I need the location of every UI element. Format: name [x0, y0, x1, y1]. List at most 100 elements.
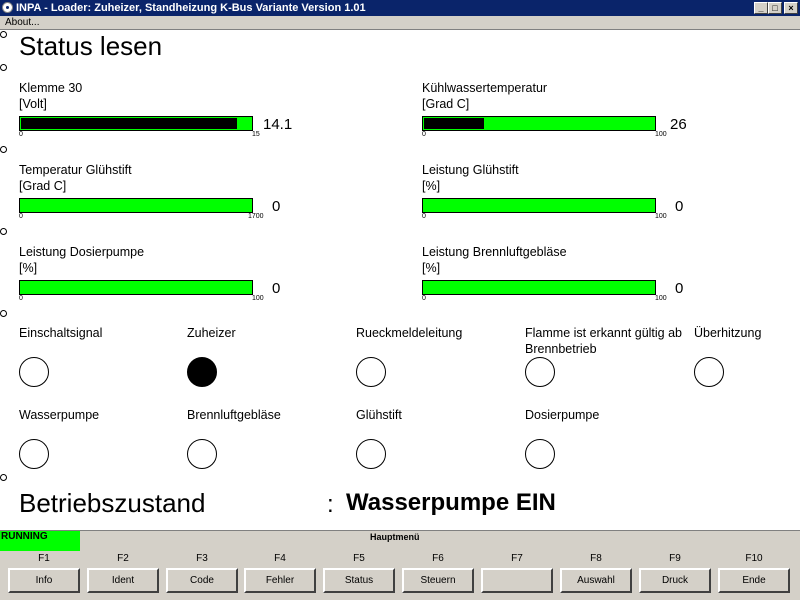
fkey-label-f9: F9 — [669, 553, 681, 564]
signal-led-dosierpumpe — [525, 439, 555, 469]
gauge-name: Leistung Dosierpumpe — [19, 245, 145, 259]
maximize-button[interactable]: □ — [768, 2, 782, 14]
gauge-unit: [Grad C] — [19, 179, 67, 193]
gauge-bar — [19, 198, 253, 213]
title-bar: INPA - Loader: Zuheizer, Standheizung K-… — [0, 0, 800, 16]
gauge-min: 0 — [19, 131, 23, 138]
gauge-value: 26 — [670, 116, 687, 133]
signal-led-wasserpumpe — [19, 439, 49, 469]
gauge-klemme-30: Klemme 30 [Volt] 0 15 14.1 — [19, 80, 292, 139]
signal-led-rueckmeldeleitung — [356, 357, 386, 387]
minimize-button[interactable]: _ — [754, 2, 768, 14]
menu-item-about[interactable]: About... — [5, 17, 40, 28]
gauge-name: Temperatur Glühstift — [19, 163, 132, 177]
gauge-unit: [%] — [422, 179, 441, 193]
gauge-max: 15 — [252, 131, 260, 138]
betriebszustand-value: Wasserpumpe EIN — [346, 489, 556, 516]
gauge-min: 0 — [422, 213, 426, 220]
fkey-label-f5: F5 — [353, 553, 365, 564]
gauge-scale: 0 100 — [19, 295, 264, 303]
close-button[interactable]: × — [784, 2, 798, 14]
fkey-label-f6: F6 — [432, 553, 444, 564]
gauge-value: 0 — [675, 280, 684, 297]
signal-label-flamme: Flamme ist erkannt gültig ab Brennbetrie… — [525, 326, 683, 356]
row-marker — [0, 310, 7, 317]
gauge-leistung-brennluftgeblaese: Leistung Brennluftgebläse [%] 0 100 0 — [422, 244, 683, 303]
gauge-scale: 0 100 — [422, 295, 667, 303]
gauge-name: Klemme 30 — [19, 81, 83, 95]
gauge-value: 0 — [675, 198, 684, 215]
gauge-scale: 0 100 — [422, 131, 667, 139]
row-marker — [0, 228, 7, 235]
fkey-label-f1: F1 — [38, 553, 50, 564]
fkey-label-f8: F8 — [590, 553, 602, 564]
signal-led-zuheizer — [187, 357, 217, 387]
gauge-scale: 0 15 — [19, 131, 263, 139]
gauge-bar — [422, 116, 656, 131]
gauge-value: 14.1 — [263, 116, 293, 133]
betriebszustand-label: Betriebszustand — [19, 488, 206, 518]
ende-button[interactable]: Ende — [718, 568, 790, 593]
signal-label-gluehstift: Glühstift — [356, 408, 402, 422]
gauge-name: Leistung Glühstift — [422, 163, 519, 177]
info-button[interactable]: Info — [8, 568, 80, 593]
menu-bar: About... — [0, 16, 800, 30]
status-button[interactable]: Status — [323, 568, 395, 593]
gauge-min: 0 — [422, 131, 426, 138]
f7-button[interactable] — [481, 568, 553, 593]
signal-led-flamme — [525, 357, 555, 387]
running-indicator: RUNNING — [0, 531, 80, 551]
gauge-min: 0 — [19, 295, 23, 302]
code-button[interactable]: Code — [166, 568, 238, 593]
druck-button[interactable]: Druck — [639, 568, 711, 593]
row-marker — [0, 474, 7, 481]
window-title: INPA - Loader: Zuheizer, Standheizung K-… — [16, 2, 366, 14]
gauge-unit: [Grad C] — [422, 97, 470, 111]
signal-led-ueberhitzung — [694, 357, 724, 387]
gauge-max: 100 — [252, 295, 264, 302]
gauge-value: 0 — [272, 198, 281, 215]
gauge-fill — [21, 118, 237, 129]
signal-label-zuheizer: Zuheizer — [187, 326, 236, 340]
fehler-button[interactable]: Fehler — [244, 568, 316, 593]
fkey-label-f7: F7 — [511, 553, 523, 564]
gauge-bar — [19, 280, 253, 295]
gauge-max: 100 — [655, 131, 667, 138]
signal-label-dosierpumpe: Dosierpumpe — [525, 408, 600, 422]
signal-label-einschaltsignal: Einschaltsignal — [19, 326, 103, 340]
signal-label-rueckmeldeleitung: Rueckmeldeleitung — [356, 326, 463, 340]
gauge-temperatur-gluehstift: Temperatur Glühstift [Grad C] 0 1700 0 — [19, 162, 280, 221]
betriebszustand-separator: : — [327, 491, 334, 518]
gauge-unit: [%] — [422, 261, 441, 275]
fkey-label-f10: F10 — [745, 553, 763, 564]
row-marker — [0, 146, 7, 153]
gauge-unit: [Volt] — [19, 97, 47, 111]
gauge-scale: 0 100 — [422, 213, 667, 221]
gauge-leistung-gluehstift: Leistung Glühstift [%] 0 100 0 — [422, 162, 683, 221]
gauge-fill — [424, 118, 484, 129]
gauge-max: 100 — [655, 213, 667, 220]
fkey-label-f4: F4 — [274, 553, 286, 564]
page-title: Status lesen — [19, 31, 163, 61]
fkey-label-f2: F2 — [117, 553, 129, 564]
gauge-kuehlwassertemperatur: Kühlwassertemperatur [Grad C] 0 100 26 — [422, 80, 687, 139]
steuern-button[interactable]: Steuern — [402, 568, 474, 593]
fkey-label-f3: F3 — [196, 553, 208, 564]
signal-led-gluehstift — [356, 439, 386, 469]
signal-led-einschaltsignal — [19, 357, 49, 387]
gauge-max: 1700 — [248, 213, 264, 220]
gauge-value: 0 — [272, 280, 281, 297]
ident-button[interactable]: Ident — [87, 568, 159, 593]
auswahl-button[interactable]: Auswahl — [560, 568, 632, 593]
gauge-min: 0 — [422, 295, 426, 302]
gauge-max: 100 — [655, 295, 667, 302]
signal-label-brennluftgeblaese: Brennluftgebläse — [187, 408, 281, 422]
gauge-name: Leistung Brennluftgebläse — [422, 245, 567, 259]
signal-label-ueberhitzung: Überhitzung — [694, 326, 762, 340]
gauge-unit: [%] — [19, 261, 38, 275]
gauge-bar — [422, 198, 656, 213]
app-icon[interactable] — [2, 2, 13, 13]
gauge-bar — [19, 116, 253, 131]
signal-led-brennluftgeblaese — [187, 439, 217, 469]
gauge-leistung-dosierpumpe: Leistung Dosierpumpe [%] 0 100 0 — [19, 244, 280, 303]
